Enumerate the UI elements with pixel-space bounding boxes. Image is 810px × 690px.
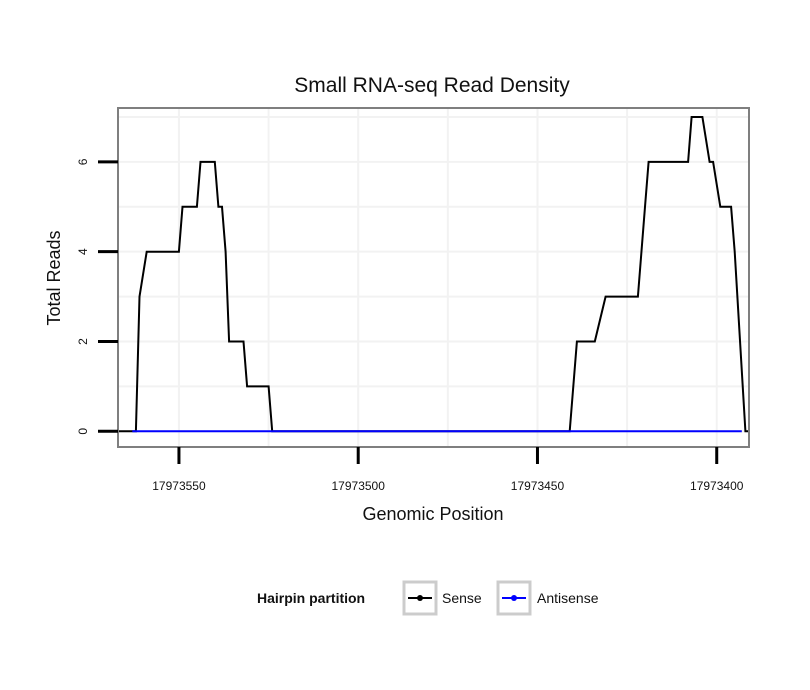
legend-key-point: [511, 595, 517, 601]
chart-title: Small RNA-seq Read Density: [294, 74, 570, 97]
legend-title: Hairpin partition: [257, 590, 365, 606]
y-tick-label: 0: [76, 428, 90, 435]
legend: Hairpin partition Sense Antisense: [257, 580, 599, 616]
x-axis-label: Genomic Position: [362, 504, 503, 524]
series-layer: [118, 116, 749, 433]
y-tick-label: 4: [76, 248, 90, 255]
series-line-sense: [118, 116, 749, 433]
plot-panel-border: [117, 107, 750, 448]
y-tick-label: 6: [76, 158, 90, 165]
legend-label: Sense: [442, 590, 482, 606]
x-tick-label: 17973500: [332, 479, 386, 493]
legend-key-point: [417, 595, 423, 601]
legend-label: Antisense: [537, 590, 599, 606]
x-tick-label: 17973450: [511, 479, 565, 493]
y-tick-label: 2: [76, 338, 90, 345]
grid-lines: [118, 108, 749, 447]
y-axis-label: Total Reads: [44, 230, 64, 325]
axes: 17973550 17973500 17973450 17973400 0 2 4 6: [76, 158, 744, 493]
legend-item-antisense: Antisense: [496, 580, 599, 616]
legend-item-sense: Sense: [402, 580, 482, 616]
x-tick-label: 17973550: [152, 479, 206, 493]
x-tick-label: 17973400: [690, 479, 744, 493]
